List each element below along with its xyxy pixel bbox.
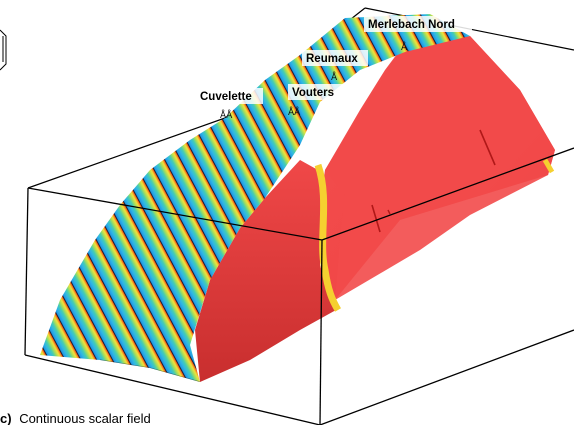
figure-caption: c) Continuous scalar field xyxy=(0,410,250,425)
label-reumaux: Reumaux xyxy=(306,53,358,65)
fault-trace-yellow-1 xyxy=(314,163,342,312)
label-vouters: Vouters xyxy=(292,87,334,99)
fault-crack-3 xyxy=(387,209,391,215)
label-merlebach-nord: Merlebach Nord xyxy=(368,19,455,31)
fault-trace-yellow-2 xyxy=(542,158,555,174)
caption-letter: c) xyxy=(0,411,12,425)
fault-crack-1 xyxy=(479,129,496,166)
svg-text:c) Continuous scalar fie: c) Continuous scalar field xyxy=(0,411,151,425)
well-marker-cuvelette: ÅÅ xyxy=(220,109,233,121)
caption-text: Continuous scalar field xyxy=(19,411,151,425)
partial-well-icon xyxy=(0,29,7,71)
fault-crack-2 xyxy=(371,204,381,233)
label-cuvelette: Cuvelette xyxy=(200,91,252,103)
fault-surface-front xyxy=(195,160,336,382)
fault-block xyxy=(195,36,555,382)
well-marker-reumaux: Å xyxy=(331,71,338,83)
well-marker-merlebach: Å xyxy=(401,41,408,53)
bounding-box-front xyxy=(24,147,574,425)
fault-surface-right xyxy=(325,36,555,300)
site-labels: Merlebach Nord Reumaux Vouters Cuvelette xyxy=(197,16,472,104)
well-marker-vouters: ÅÅ xyxy=(288,106,301,118)
borehole-markers: Å Å ÅÅ ÅÅ xyxy=(220,41,408,121)
